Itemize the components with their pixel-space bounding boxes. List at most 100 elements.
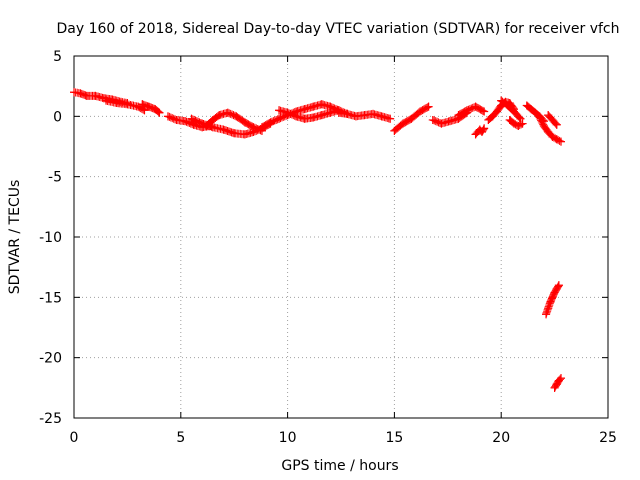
data-marks — [454, 102, 489, 120]
y-tick-label: -20 — [39, 351, 62, 367]
data-point — [510, 107, 519, 116]
data-point — [208, 123, 217, 132]
data-point — [230, 129, 239, 138]
y-tick-label: 0 — [53, 109, 62, 125]
data-point — [266, 118, 275, 127]
data-point — [112, 99, 121, 108]
data-series-arc-9 — [334, 108, 395, 123]
data-series-arc-21 — [550, 374, 566, 392]
data-point — [437, 119, 446, 128]
x-tick-label: 5 — [176, 430, 185, 446]
data-point — [181, 117, 190, 126]
data-point — [144, 102, 153, 111]
data-marks — [550, 374, 566, 392]
data-point — [134, 102, 143, 111]
data-point — [531, 108, 540, 117]
data-point — [223, 108, 232, 117]
data-point — [510, 119, 519, 128]
data-point — [480, 107, 489, 116]
x-tick-label: 10 — [279, 430, 297, 446]
data-point — [488, 112, 497, 121]
data-point — [546, 298, 555, 307]
y-tick-label: -10 — [39, 230, 62, 246]
data-point — [548, 293, 557, 302]
data-point — [544, 111, 553, 120]
data-point — [189, 120, 198, 129]
data-point — [76, 89, 85, 98]
data-point — [554, 281, 563, 290]
data-series-arc-2 — [102, 96, 149, 115]
data-series-arc-3 — [138, 100, 164, 117]
data-point — [232, 112, 241, 121]
data-series-arc-19 — [544, 111, 561, 129]
data-point — [317, 100, 326, 109]
data-point — [219, 125, 228, 134]
data-series-arc-16 — [505, 115, 527, 130]
data-point — [369, 109, 378, 118]
data-point — [557, 374, 566, 383]
data-point — [505, 115, 514, 124]
data-point — [445, 117, 454, 126]
x-tick-label: 20 — [492, 430, 510, 446]
data-point — [360, 111, 369, 120]
data-point — [407, 114, 416, 123]
data-point — [527, 105, 536, 114]
data-point — [377, 112, 386, 121]
data-marks — [505, 115, 527, 130]
data-point — [518, 119, 527, 128]
data-series-arc-18 — [535, 113, 566, 146]
data-series-arc-13 — [471, 124, 489, 139]
data-point — [275, 114, 284, 123]
data-point — [240, 118, 249, 127]
data-point — [424, 102, 433, 111]
y-tick-label: -15 — [39, 290, 62, 306]
data-point — [497, 96, 506, 105]
data-point — [390, 126, 399, 135]
data-point — [428, 115, 437, 124]
data-point — [351, 112, 360, 121]
data-point — [138, 100, 147, 109]
data-point — [317, 111, 326, 120]
data-point — [463, 106, 472, 115]
data-point — [544, 304, 553, 313]
data-point — [522, 101, 531, 110]
data-point — [398, 119, 407, 128]
data-point — [471, 102, 480, 111]
data-point — [503, 101, 512, 110]
data-series-arc-10 — [390, 102, 433, 135]
data-point — [548, 115, 557, 124]
data-point — [91, 91, 100, 100]
data-point — [539, 121, 548, 130]
data-point — [326, 108, 335, 117]
data-series-arc-20 — [542, 281, 563, 319]
data-point — [480, 124, 489, 133]
data-point — [187, 114, 196, 123]
data-series-arc-12 — [454, 102, 489, 120]
x-tick-label: 25 — [599, 430, 617, 446]
data-point — [202, 121, 211, 130]
data-point — [514, 121, 523, 130]
data-point — [283, 108, 292, 117]
data-point — [471, 130, 480, 139]
data-point — [300, 114, 309, 123]
data-point — [309, 102, 318, 111]
y-tick-label: -5 — [48, 170, 62, 186]
data-point — [151, 105, 160, 114]
data-point — [516, 114, 525, 123]
data-point — [552, 135, 561, 144]
data-series-arc-8 — [275, 106, 352, 123]
data-point — [535, 113, 544, 122]
data-point — [163, 112, 172, 121]
data-point — [292, 112, 301, 121]
data-point — [275, 106, 284, 115]
data-points — [70, 88, 566, 392]
data-point — [123, 100, 132, 109]
data-point — [492, 107, 501, 116]
data-point — [82, 91, 91, 100]
x-tick-label: 0 — [70, 430, 79, 446]
data-point — [155, 108, 164, 117]
data-point — [416, 107, 425, 116]
data-point — [334, 108, 343, 117]
